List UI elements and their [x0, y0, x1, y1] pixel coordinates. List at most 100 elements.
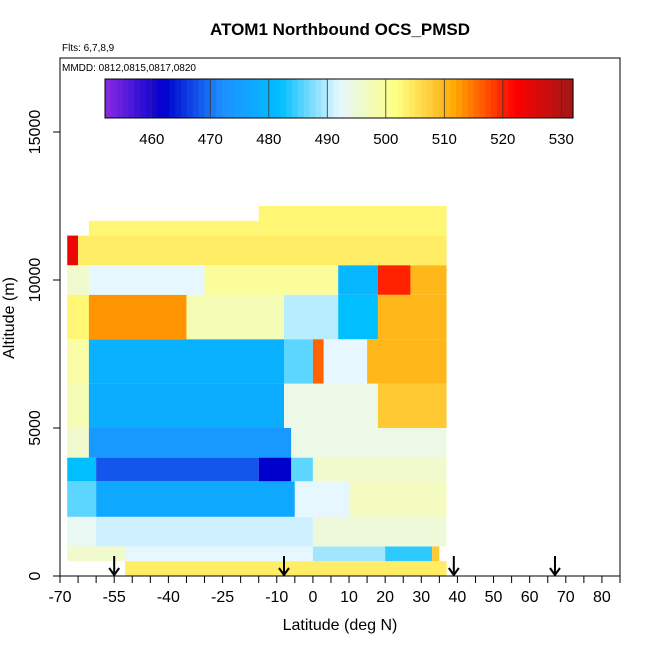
colorbar-step	[145, 79, 153, 118]
colorbar-tick-label: 470	[198, 131, 223, 148]
colorbar-step	[420, 79, 428, 118]
heatmap-cell	[377, 265, 411, 295]
profile-marker-layer	[108, 556, 561, 577]
heatmap-cell	[312, 339, 324, 384]
colorbar-step	[122, 79, 129, 118]
heatmap-cell	[291, 457, 313, 482]
flights-note: Flts: 6,7,8,9	[62, 43, 115, 54]
heatmap-cell	[338, 265, 378, 295]
colorbar-step	[456, 79, 463, 118]
colorbar-step	[333, 79, 340, 118]
heatmap-cell	[67, 339, 89, 384]
x-tick-label: 50	[485, 589, 503, 606]
heatmap-cell	[125, 546, 313, 562]
colorbar-step	[175, 79, 182, 118]
colorbar-step	[379, 79, 387, 118]
dates-note: MMDD: 0812,0815,0817,0820	[62, 63, 196, 74]
heatmap-cell	[377, 294, 447, 340]
heatmap-cell	[338, 294, 378, 340]
colorbar-step	[532, 79, 539, 118]
colorbar-step	[491, 79, 498, 118]
colorbar-step	[467, 79, 475, 118]
colorbar-step	[105, 79, 112, 118]
colorbar-step	[479, 79, 486, 118]
colorbar-step	[169, 79, 176, 118]
colorbar-tick-label: 460	[139, 131, 164, 148]
colorbar-step	[409, 79, 416, 118]
colorbar-step	[315, 79, 323, 118]
heatmap-layer	[67, 206, 447, 576]
colorbar-step	[450, 79, 457, 118]
heatmap-cell	[323, 339, 368, 384]
profile-marker-head	[278, 567, 290, 577]
colorbar-step	[508, 79, 516, 118]
colorbar-step	[374, 79, 381, 118]
colorbar-step	[461, 79, 469, 118]
colorbar-step	[444, 79, 451, 118]
heatmap-cell	[67, 481, 97, 517]
colorbar-step	[438, 79, 445, 118]
profile-marker-head	[108, 567, 121, 577]
colorbar-step	[192, 79, 200, 118]
colorbar-step	[356, 79, 363, 118]
colorbar-step	[186, 79, 194, 118]
x-tick-label: -10	[265, 589, 288, 606]
colorbar-step	[321, 79, 328, 118]
heatmap-cell	[432, 546, 440, 562]
colorbar-tick-label: 500	[373, 131, 398, 148]
colorbar-step	[526, 79, 533, 118]
profile-marker-head	[549, 567, 561, 577]
heatmap-cell	[312, 516, 447, 547]
heatmap-cell	[367, 339, 447, 384]
x-tick-label: 0	[308, 589, 317, 606]
heatmap-cell	[88, 265, 205, 295]
heatmap-cell	[88, 220, 259, 236]
colorbar-step	[245, 79, 252, 118]
y-tick-label: 10000	[27, 258, 44, 303]
colorbar-step	[432, 79, 440, 118]
heatmap-cell	[96, 516, 313, 547]
colorbar-step	[549, 79, 557, 118]
heatmap-cell	[186, 294, 284, 340]
heatmap-cell	[67, 383, 89, 428]
colorbar-step	[292, 79, 299, 118]
colorbar-step	[233, 79, 241, 118]
colorbar-step	[151, 79, 159, 118]
x-tick-label: -70	[48, 589, 71, 606]
heatmap-cell	[284, 294, 339, 340]
colorbar-step	[140, 79, 147, 118]
heatmap-cell	[88, 339, 284, 384]
x-tick-label: 70	[557, 589, 575, 606]
heatmap-cell	[312, 546, 386, 562]
x-tick-label: 10	[340, 589, 358, 606]
heatmap-cell	[291, 428, 447, 458]
colorbar-step	[303, 79, 311, 118]
colorbar-step	[403, 79, 410, 118]
heatmap-cell	[88, 428, 292, 458]
colorbar-step	[368, 79, 375, 118]
colorbar-step	[309, 79, 317, 118]
x-tick-label: 80	[593, 589, 611, 606]
heatmap-cell	[96, 481, 295, 517]
colorbar-step	[397, 79, 404, 118]
heatmap-cell	[294, 481, 350, 517]
colorbar-step	[555, 79, 562, 118]
colorbar-tick-label: 480	[256, 131, 281, 148]
heatmap-cell	[349, 481, 447, 517]
colorbar-step	[286, 79, 293, 118]
colorbar-step	[216, 79, 223, 118]
y-tick-label: 15000	[27, 110, 44, 155]
colorbar-tick-label: 490	[315, 131, 340, 148]
colorbar-step	[567, 79, 574, 118]
heatmap-cell	[67, 457, 97, 482]
axis-layer: -70 -55 -40 -25 -10 0 10 20 30 40 50 60 70 80 0 5000 100…	[27, 110, 621, 606]
x-tick-label: -55	[103, 589, 126, 606]
heatmap-cell	[284, 383, 378, 428]
colorbar-step	[561, 79, 568, 118]
colorbar-step	[110, 79, 118, 118]
heatmap-cell	[96, 457, 259, 482]
colorbar: 460 470 480 490 500 510 520 530	[104, 78, 574, 148]
heatmap-cell	[385, 546, 433, 562]
heatmap-cell	[377, 383, 447, 428]
